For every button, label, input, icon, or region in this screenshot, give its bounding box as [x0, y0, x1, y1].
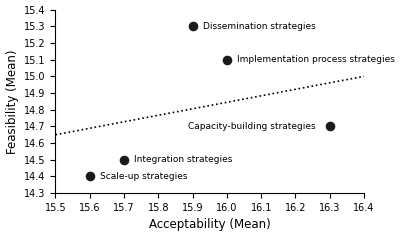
- Text: Dissemination strategies: Dissemination strategies: [203, 22, 316, 31]
- Point: [86, 175, 93, 178]
- Text: Capacity-building strategies: Capacity-building strategies: [188, 122, 316, 131]
- Text: Integration strategies: Integration strategies: [134, 155, 233, 164]
- X-axis label: Acceptability (Mean): Acceptability (Mean): [149, 219, 271, 232]
- Point: [224, 58, 230, 62]
- Text: Implementation process strategies: Implementation process strategies: [237, 55, 395, 64]
- Text: Scale-up strategies: Scale-up strategies: [100, 172, 188, 181]
- Y-axis label: Feasibility (Mean): Feasibility (Mean): [6, 49, 18, 154]
- Point: [121, 158, 127, 162]
- Point: [189, 24, 196, 28]
- Point: [326, 124, 333, 128]
